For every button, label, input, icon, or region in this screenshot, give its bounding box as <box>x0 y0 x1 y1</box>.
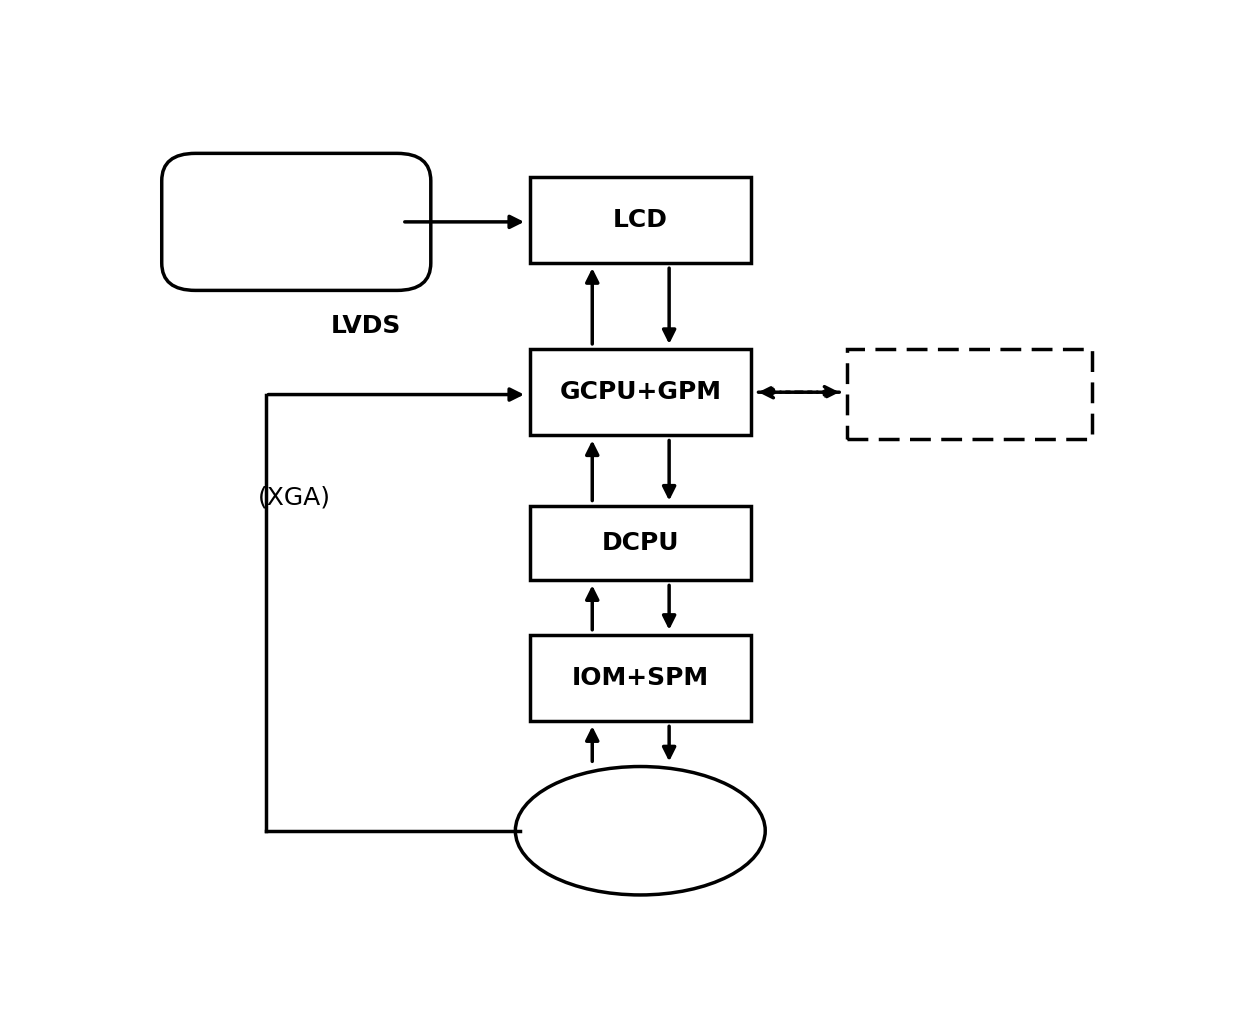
Bar <box>529 505 750 580</box>
Bar <box>847 349 1092 439</box>
FancyBboxPatch shape <box>161 154 430 291</box>
Text: LCD: LCD <box>613 207 668 232</box>
Bar <box>529 177 750 263</box>
Text: LVDS: LVDS <box>331 313 402 338</box>
Bar <box>529 635 750 721</box>
Text: GCPU+GPM: GCPU+GPM <box>559 380 722 404</box>
Ellipse shape <box>516 767 765 895</box>
Text: (XGA): (XGA) <box>258 486 331 510</box>
Text: IOM+SPM: IOM+SPM <box>572 666 709 690</box>
Bar <box>529 349 750 435</box>
Text: DCPU: DCPU <box>601 531 680 555</box>
